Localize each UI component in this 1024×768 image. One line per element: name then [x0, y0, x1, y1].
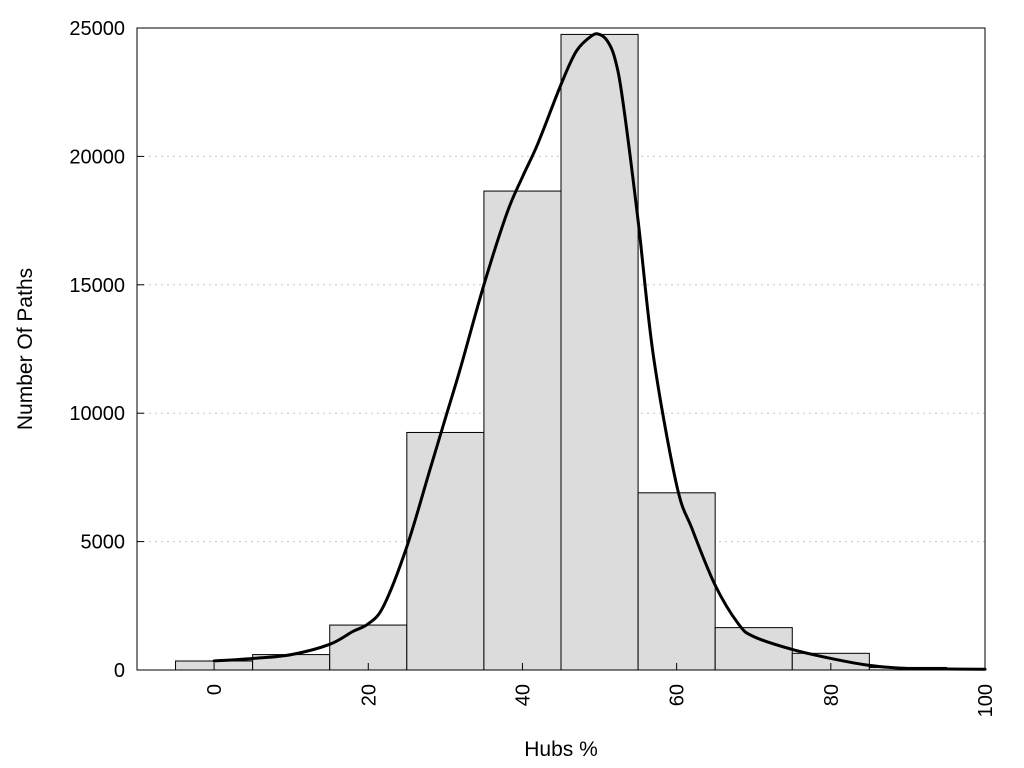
y-axis-ticks: 0 5000 10000 15000 20000 25000 [69, 18, 144, 682]
histogram-bar [560, 33, 639, 671]
density-curve-layer [212, 32, 987, 671]
plot-frame [136, 27, 986, 671]
x-tick-label: 60 [667, 684, 689, 706]
x-tick-label: 20 [358, 684, 380, 706]
x-tick-label: 0 [204, 684, 226, 695]
y-tick-label: 25000 [69, 18, 125, 40]
y-axis-title: Number Of Paths [14, 268, 37, 430]
y-tick-label: 10000 [69, 403, 125, 425]
x-tick-label: 80 [821, 684, 843, 706]
histogram-bar [637, 492, 716, 671]
y-tick-label: 5000 [81, 532, 126, 554]
histogram-bar [329, 624, 408, 671]
y-tick-label: 0 [114, 660, 125, 682]
density-curve [212, 32, 987, 671]
y-tick-label: 20000 [69, 146, 125, 168]
x-tick-label: 100 [975, 684, 997, 717]
histogram-bar [714, 627, 793, 671]
y-tick-label: 15000 [69, 275, 125, 297]
x-axis-ticks: 0 20 40 60 80 100 [204, 663, 997, 717]
histogram-bars [175, 33, 947, 671]
histogram-bar [406, 431, 485, 671]
x-axis-title: Hubs % [524, 738, 598, 761]
histogram-bar [483, 190, 562, 671]
x-tick-label: 40 [512, 684, 534, 706]
